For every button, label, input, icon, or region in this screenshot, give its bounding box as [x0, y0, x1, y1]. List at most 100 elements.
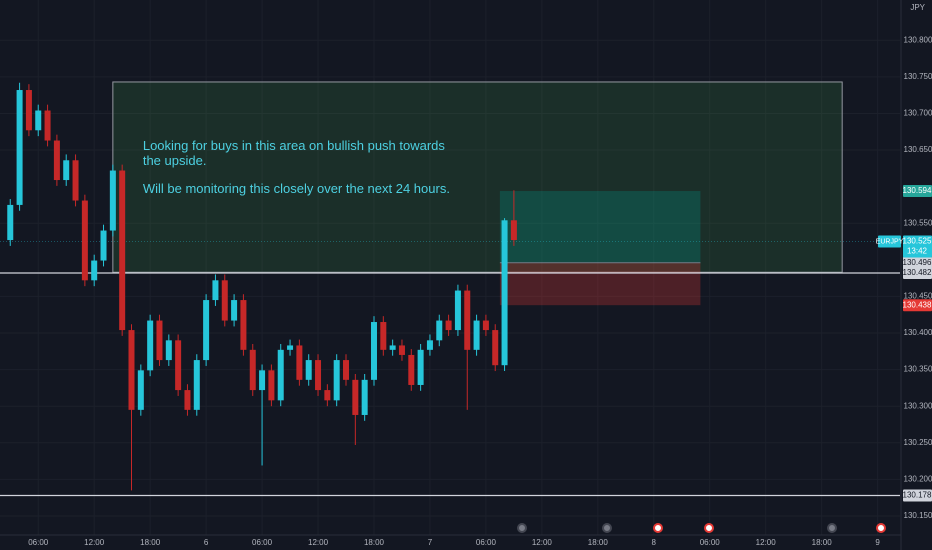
candle-body [203, 300, 210, 361]
candle-body [268, 370, 275, 401]
candle-body [510, 220, 517, 241]
countdown-label: 13:42 [907, 247, 928, 256]
event-icon[interactable] [517, 523, 527, 533]
candle-body [315, 360, 322, 391]
price-tag-label: 130.594 [903, 186, 932, 195]
candle-body [426, 340, 433, 350]
candle-body [156, 320, 163, 361]
candle-body [417, 349, 424, 385]
x-tick-label: 12:00 [756, 538, 777, 547]
candle-body [175, 340, 182, 391]
candle-body [370, 322, 377, 380]
candle-body [231, 300, 238, 321]
candle-body [398, 345, 405, 355]
x-tick-label: 12:00 [308, 538, 329, 547]
candle-body [221, 280, 228, 321]
y-tick-label: 130.450 [904, 292, 932, 301]
plot: Looking for buys in this area on bullish… [0, 81, 900, 497]
y-tick-label: 130.700 [904, 109, 932, 118]
stop-zone [499, 262, 701, 306]
x-tick-label: 18:00 [588, 538, 609, 547]
y-tick-label: 130.550 [904, 218, 932, 227]
candle-body [35, 110, 42, 131]
x-tick-label: 12:00 [84, 538, 105, 547]
candle-body [137, 370, 144, 410]
candle-body [147, 320, 154, 371]
candle-body [259, 370, 266, 391]
candle-body [492, 330, 499, 366]
x-tick-label: 8 [652, 538, 657, 547]
event-icon[interactable] [602, 523, 612, 533]
event-icons[interactable] [517, 523, 886, 533]
x-tick-label: 06:00 [252, 538, 273, 547]
y-tick-label: 130.750 [904, 72, 932, 81]
x-tick-label: 18:00 [140, 538, 161, 547]
candle-body [63, 160, 70, 181]
x-tick-label: 9 [875, 538, 880, 547]
candle-body [361, 379, 368, 415]
candle-body [25, 90, 32, 131]
candle-body [109, 170, 116, 231]
event-icon[interactable] [876, 523, 886, 533]
symbol-label: EURJPY [876, 238, 904, 245]
candle-body [408, 354, 415, 385]
candle-body [193, 360, 200, 410]
candle-body [445, 320, 452, 331]
candle-body [7, 204, 14, 241]
candle-body [501, 220, 508, 366]
price-tag-label: 130.438 [903, 300, 932, 309]
candle-body [91, 260, 98, 281]
y-tick-label: 130.350 [904, 365, 932, 374]
y-tick-label: 130.200 [904, 474, 932, 483]
candle-body [380, 322, 387, 350]
price-tag-label: 130.178 [903, 491, 932, 500]
candle-body [277, 349, 284, 401]
candle-body [324, 390, 331, 401]
price-axis: 06:00 12:00 18:00 6 06:00 12:00 18:00 7 06:00 12:… [28, 35, 932, 547]
target-zone [499, 191, 701, 263]
currency: JPY [910, 3, 925, 12]
candle-body [482, 320, 489, 331]
candle-body [44, 110, 51, 141]
annotation-text: the upside. [143, 153, 207, 168]
zone-box [112, 81, 843, 273]
price-tag [903, 256, 932, 269]
x-tick-label: 12:00 [532, 538, 553, 547]
y-tick-label: 130.150 [904, 511, 932, 520]
candle-body [81, 200, 88, 281]
candle-body [436, 320, 443, 341]
price-tag-label: 130.525 [903, 237, 932, 246]
candle-body [16, 90, 23, 205]
price-tag-label: 130.482 [903, 268, 932, 277]
x-tick-label: 6 [204, 538, 209, 547]
candle-body [165, 340, 172, 361]
candle-body [352, 379, 359, 415]
y-tick-label: 130.800 [904, 35, 932, 44]
candle-body [249, 349, 256, 391]
y-tick-label: 130.400 [904, 328, 932, 337]
event-icon[interactable] [704, 523, 714, 533]
x-tick-label: 06:00 [28, 538, 49, 547]
candle-body [473, 320, 480, 350]
candle-body [53, 140, 60, 181]
y-tick-label: 130.250 [904, 438, 932, 447]
grid [0, 0, 900, 535]
x-tick-label: 18:00 [812, 538, 833, 547]
x-tick-label: 06:00 [476, 538, 497, 547]
candle-body [100, 230, 107, 261]
symbol-tag [878, 235, 901, 248]
event-icon[interactable] [653, 523, 663, 533]
candle-body [343, 360, 350, 380]
event-icon[interactable] [827, 523, 837, 533]
candle-body [72, 160, 79, 201]
price-tag [903, 185, 932, 198]
price-tag-label: 130.496 [903, 258, 932, 267]
candle-body [240, 300, 247, 350]
candle-body [296, 345, 303, 380]
candle-body [305, 360, 312, 380]
price-tag [903, 299, 932, 312]
y-tick-label: 130.300 [904, 401, 932, 410]
candle-body [287, 345, 294, 350]
